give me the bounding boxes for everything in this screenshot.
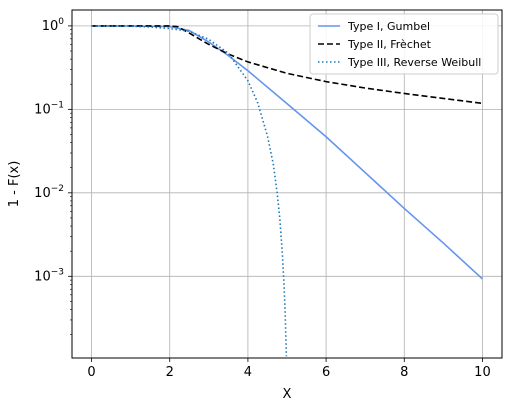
legend-label: Type III, Reverse Weibull [347,56,481,69]
y-tick-exponent: 0 [58,17,64,27]
x-axis: 0 2 4 6 8 10 [87,358,491,380]
y-tick-exponent: −2 [51,184,64,194]
y-tick-label: 100 [42,17,65,34]
y-tick-base: 10 [42,19,59,34]
x-tick-label: 2 [166,365,174,380]
y-tick-label: 10−3 [34,267,64,284]
legend-label: Type II, Frèchet [347,38,432,51]
series-line-1 [91,25,483,280]
x-tick-label: 4 [244,365,252,380]
data-lines [91,25,483,357]
y-axis-label: 1 - F(x) [7,161,22,208]
x-tick-label: 0 [87,365,95,380]
y-tick-base: 10 [34,186,51,201]
plot-frame [71,9,503,359]
y-tick-exponent: −3 [51,267,64,277]
legend: Type I, Gumbel Type II, Frèchet Type III, … [309,13,499,75]
x-axis-label: X [283,387,292,402]
y-tick-exponent: −1 [51,100,64,110]
legend-box [309,13,499,75]
y-tick-base: 10 [34,102,51,117]
y-tick-label: 10−1 [34,100,64,117]
x-tick-label: 8 [400,365,408,380]
y-tick-base: 10 [34,269,51,284]
series-line-2 [91,25,483,105]
y-tick-label: 10−2 [34,184,64,201]
x-tick-label: 6 [322,365,330,380]
series-line-3 [91,25,288,357]
x-tick-label: 10 [474,365,491,380]
legend-label: Type I, Gumbel [347,20,430,33]
